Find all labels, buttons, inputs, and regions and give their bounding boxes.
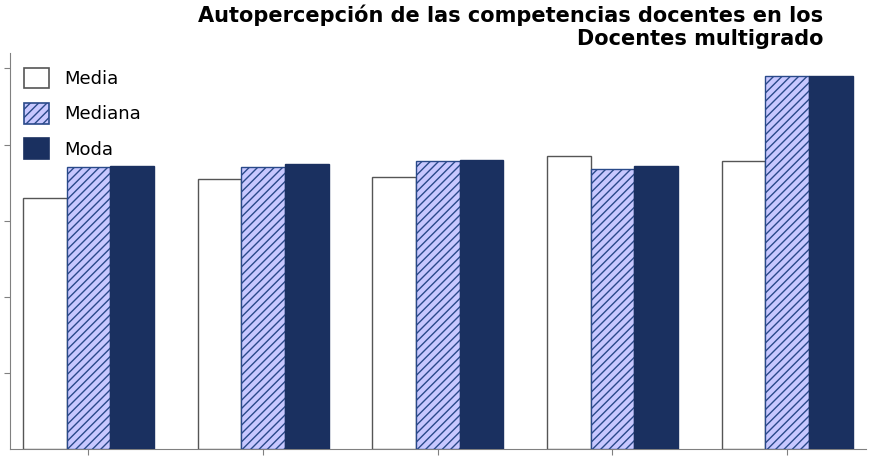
Bar bbox=[721, 162, 765, 449]
Bar bbox=[459, 160, 503, 449]
Bar bbox=[23, 198, 66, 449]
Bar bbox=[590, 169, 634, 449]
Legend: Media, Mediana, Moda: Media, Mediana, Moda bbox=[19, 62, 146, 164]
Bar bbox=[197, 179, 241, 449]
Text: Autopercepción de las competencias docentes en los
Docentes multigrado: Autopercepción de las competencias docen… bbox=[197, 4, 822, 49]
Bar bbox=[415, 162, 459, 449]
Bar bbox=[808, 76, 852, 449]
Bar bbox=[634, 166, 677, 449]
Bar bbox=[547, 156, 590, 449]
Bar bbox=[372, 177, 415, 449]
Bar bbox=[765, 76, 808, 449]
Bar bbox=[110, 166, 154, 449]
Bar bbox=[66, 168, 110, 449]
Bar bbox=[241, 168, 284, 449]
Bar bbox=[284, 164, 328, 449]
